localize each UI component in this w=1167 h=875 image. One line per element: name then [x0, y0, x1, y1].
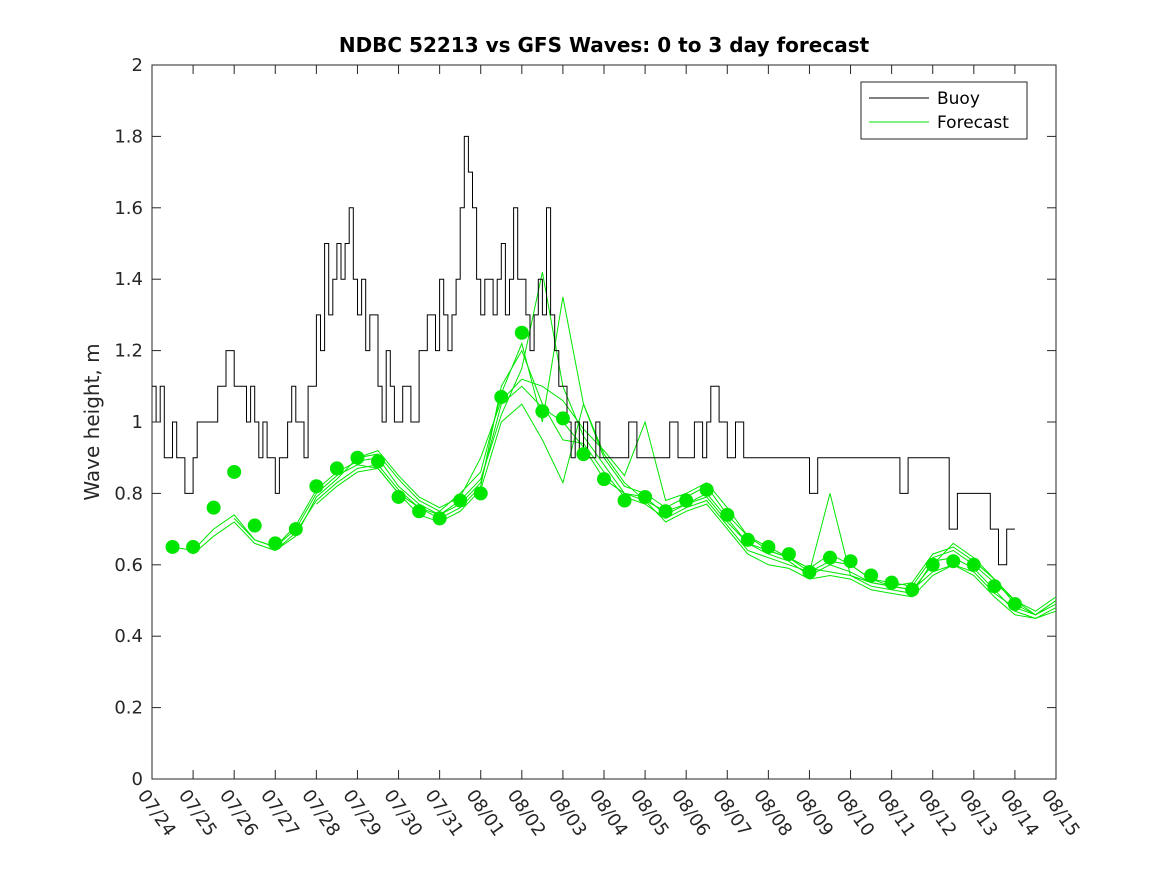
x-tick-label: 08/08	[749, 786, 796, 841]
forecast-marker	[638, 489, 653, 504]
x-tick-label: 07/24	[133, 786, 180, 841]
x-tick-label: 08/13	[955, 786, 1002, 841]
forecast-marker	[309, 479, 324, 494]
forecast-markers	[165, 325, 1022, 612]
forecast-marker	[473, 486, 488, 501]
forecast-marker	[720, 507, 735, 522]
y-tick-label: 1.8	[114, 126, 143, 147]
y-tick-label: 1.6	[114, 198, 143, 219]
forecast-marker	[946, 554, 961, 569]
forecast-marker	[206, 500, 221, 515]
x-tick-label: 07/30	[379, 786, 426, 841]
forecast-marker	[925, 557, 940, 572]
forecast-marker	[268, 536, 283, 551]
forecast-marker	[165, 539, 180, 554]
plot-area	[151, 64, 1057, 780]
y-tick-label: 0.6	[114, 555, 143, 576]
buoy-line	[152, 135, 1015, 566]
forecast-marker	[597, 472, 611, 487]
legend-forecast-label: Forecast	[937, 113, 1009, 133]
forecast-marker	[391, 489, 406, 504]
x-tick-label: 08/03	[544, 786, 591, 841]
forecast-marker	[884, 575, 899, 590]
x-tick-label: 08/14	[996, 786, 1043, 841]
forecast-marker	[247, 518, 262, 533]
x-tick-label: 08/11	[873, 786, 920, 841]
forecast-marker	[412, 504, 427, 519]
x-tick-label: 07/31	[421, 786, 468, 841]
x-tick-label: 08/09	[790, 786, 837, 841]
forecast-marker	[555, 411, 570, 426]
forecast-marker	[350, 450, 365, 465]
forecast-marker	[699, 482, 714, 497]
x-tick-label: 07/29	[338, 786, 385, 841]
y-tick-label: 1	[132, 412, 143, 433]
x-tick-label: 08/12	[914, 786, 961, 841]
y-tick-label: 0.2	[114, 698, 143, 719]
forecast-marker	[823, 550, 837, 565]
forecast-marker	[905, 582, 920, 597]
y-tick-label: 2	[132, 55, 143, 76]
forecast-marker	[432, 511, 447, 526]
x-tick-label: 07/25	[174, 786, 221, 841]
x-tick-label: 07/26	[215, 786, 262, 841]
forecast-marker	[679, 493, 694, 508]
legend: Buoy Forecast	[860, 81, 1028, 140]
legend-box	[860, 81, 1028, 140]
forecast-marker	[186, 539, 201, 554]
forecast-run-line	[357, 378, 1057, 612]
y-tick-label: 1.4	[114, 269, 143, 290]
forecast-marker	[494, 390, 509, 405]
forecast-marker	[535, 404, 550, 419]
forecast-marker	[843, 554, 858, 569]
x-tick-label: 08/05	[626, 786, 673, 841]
x-tick-label: 08/02	[503, 786, 550, 841]
forecast-marker	[514, 325, 529, 340]
buoy-series	[152, 135, 1015, 566]
forecast-marker	[781, 547, 796, 562]
forecast-marker	[617, 493, 632, 508]
forecast-marker	[227, 464, 242, 479]
forecast-marker	[658, 504, 673, 519]
legend-buoy-label: Buoy	[937, 89, 980, 109]
forecast-marker	[288, 522, 303, 537]
y-tick-label: 0.8	[114, 483, 143, 504]
y-tick-label: 0.4	[114, 626, 143, 647]
x-tick-label: 08/04	[585, 786, 632, 841]
forecast-marker	[740, 532, 755, 547]
forecast-marker	[987, 579, 1002, 594]
y-axis-label: Wave height, m	[80, 343, 104, 500]
y-axis: 0 0.2 0.4 0.6 0.8 1 1.2 1.4 1.6 1.8 2	[114, 55, 1056, 790]
forecast-marker	[802, 564, 817, 579]
x-tick-label: 07/27	[256, 786, 303, 841]
chart-title: NDBC 52213 vs GFS Waves: 0 to 3 day fore…	[339, 33, 870, 57]
forecast-marker	[1007, 597, 1022, 612]
x-tick-label: 08/10	[831, 786, 878, 841]
y-tick-label: 0	[132, 769, 143, 790]
forecast-marker	[329, 461, 344, 476]
x-tick-label: 08/06	[667, 786, 714, 841]
forecast-marker	[761, 539, 776, 554]
x-tick-label: 08/07	[708, 786, 755, 841]
x-tick-label: 07/28	[297, 786, 344, 841]
x-tick-label: 08/15	[1037, 786, 1084, 841]
forecast-marker	[864, 568, 879, 583]
y-tick-label: 1.2	[114, 341, 143, 362]
forecast-marker	[576, 447, 591, 462]
x-tick-label: 08/01	[462, 786, 509, 841]
forecast-marker	[453, 493, 468, 508]
forecast-marker	[966, 557, 981, 572]
forecast-marker	[371, 454, 385, 469]
